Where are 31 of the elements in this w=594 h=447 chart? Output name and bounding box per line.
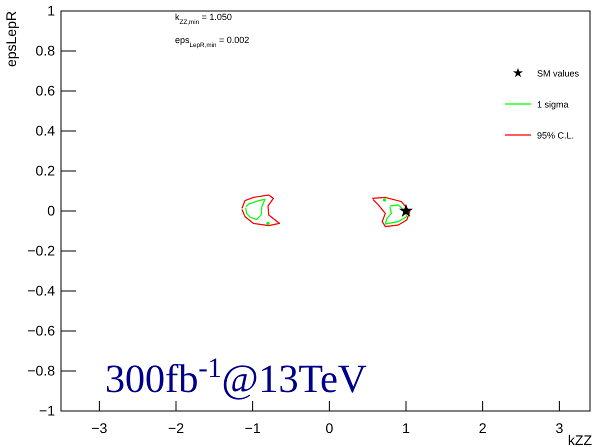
x-axis-title: kZZ bbox=[568, 432, 592, 447]
y-tick-label: 1 bbox=[47, 2, 56, 18]
x-tick-label: 1 bbox=[402, 420, 410, 436]
y-tick-label: −0.2 bbox=[27, 242, 56, 258]
point bbox=[399, 204, 413, 217]
y-tick-label: −0.6 bbox=[27, 322, 56, 338]
annotation: eps$_{LepR,min}$ = 0.002 bbox=[175, 35, 250, 48]
x-tick-label: −2 bbox=[168, 420, 184, 436]
y-tick-label: −1 bbox=[39, 402, 56, 418]
y-tick-label: 0 bbox=[47, 202, 56, 218]
y-tick-label: 0.6 bbox=[36, 82, 56, 98]
legend-label: 95% C.L. bbox=[537, 130, 574, 140]
point bbox=[266, 222, 270, 225]
y-tick-label: 0.8 bbox=[36, 42, 56, 58]
x-tick-label: −3 bbox=[91, 420, 108, 436]
y-tick-label: 0.2 bbox=[36, 162, 56, 178]
x-tick-label: 0 bbox=[325, 420, 334, 436]
point bbox=[382, 198, 386, 202]
x-tick-label: 2 bbox=[478, 420, 487, 436]
y-tick-label: −0.8 bbox=[27, 362, 56, 378]
legend-label: 1 sigma bbox=[537, 100, 569, 110]
legend-label: SM values bbox=[537, 68, 580, 78]
line-series bbox=[245, 198, 266, 220]
y-axis-title: epsLepR bbox=[3, 11, 19, 68]
y-tick-label: 0.4 bbox=[36, 122, 56, 138]
annotation: 300fb$^{-1}$@13TeV bbox=[105, 352, 367, 401]
y-tick-label: −0.4 bbox=[27, 282, 56, 298]
annotation: k$_{ZZ,min}$ = 1.050 bbox=[175, 12, 232, 26]
x-tick-label: −1 bbox=[244, 420, 261, 436]
line-series bbox=[241, 194, 280, 226]
x-tick-label: 3 bbox=[555, 420, 564, 436]
